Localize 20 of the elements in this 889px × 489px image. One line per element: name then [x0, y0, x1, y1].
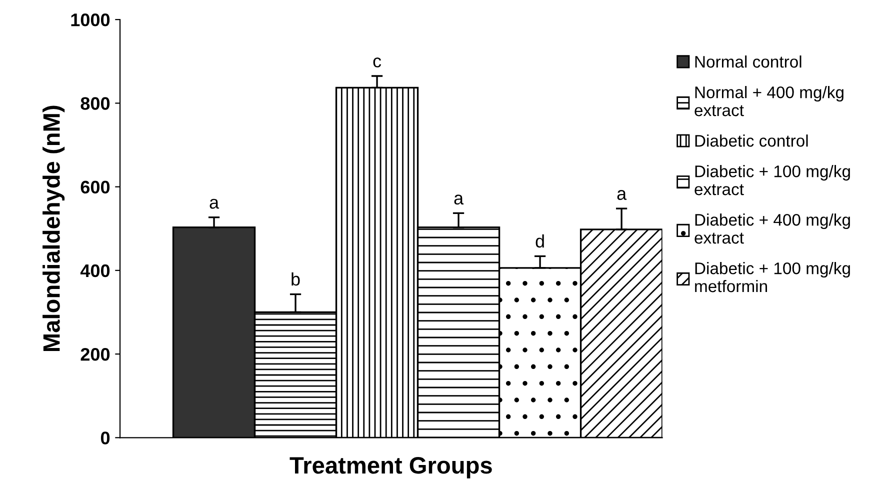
data-label: c [373, 58, 382, 68]
legend-label: Diabetic + 100 mg/kg metformin [695, 262, 850, 292]
y-tick-label: 1000 [71, 13, 110, 26]
data-label: d [536, 234, 544, 248]
y-axis-title: Malondialdehyde (nM) [42, 106, 65, 351]
legend-label: Diabetic control [695, 134, 808, 147]
y-tick-label: 0 [100, 432, 110, 444]
legend-label: Diabetic + 100 mg/kg extract [694, 165, 850, 196]
x-axis-title: Treatment Groups [290, 457, 492, 478]
legend-label: Normal control [695, 55, 802, 68]
y-tick-label: 600 [80, 180, 110, 194]
y-tick-label: 400 [80, 264, 110, 278]
legend-label: Normal + 400 mg/kg extract [694, 86, 844, 116]
data-label: a [454, 194, 464, 205]
legend-label: Diabetic + 400 mg/kg extract [694, 214, 850, 244]
y-tick-label: 800 [80, 97, 110, 110]
y-tick-label: 200 [80, 348, 110, 361]
data-label: b [292, 272, 300, 286]
data-label: a [617, 190, 627, 200]
data-label: a [210, 198, 220, 209]
